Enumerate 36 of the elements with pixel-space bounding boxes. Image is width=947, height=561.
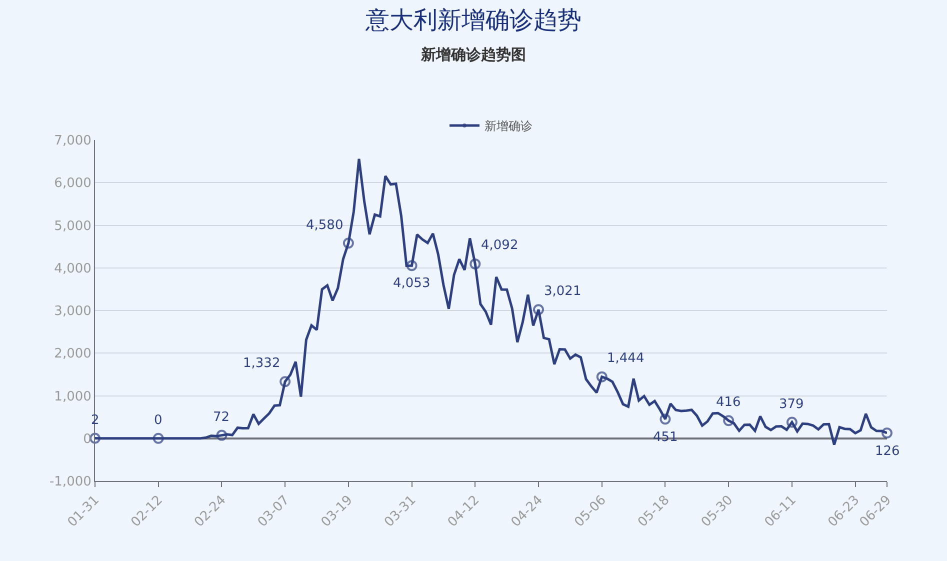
y-tick-label: 1,000 — [54, 389, 92, 404]
chart-subtitle: 新增确诊趋势图 — [420, 45, 526, 64]
y-tick-label: 7,000 — [54, 134, 92, 149]
point — [786, 416, 798, 428]
data-label: 1,444 — [607, 351, 644, 366]
legend-label: 新增确诊 — [484, 119, 532, 134]
point — [533, 304, 544, 316]
data-label: 416 — [716, 395, 741, 410]
y-tick-label: 0 — [83, 432, 92, 447]
data-label: 126 — [875, 444, 900, 459]
y-tick-label: -1,000 — [49, 474, 92, 490]
point — [406, 260, 418, 272]
data-label: 4,092 — [481, 238, 518, 253]
data-label: 72 — [213, 410, 230, 425]
point — [216, 430, 228, 441]
point — [90, 432, 100, 444]
chart-title: 意大利新增确诊趋势 — [364, 6, 582, 34]
data-label: 3,021 — [544, 284, 582, 299]
point — [342, 238, 354, 249]
y-tick-label: 2,000 — [54, 346, 92, 362]
point — [660, 414, 671, 425]
point — [470, 258, 481, 270]
y-tick-label: 6,000 — [54, 176, 92, 192]
point — [596, 371, 608, 382]
point — [280, 376, 291, 388]
data-label: 379 — [779, 397, 804, 412]
y-tick-label: 3,000 — [54, 304, 92, 320]
point — [882, 428, 892, 438]
data-label: 4,053 — [393, 276, 430, 291]
y-tick-label: 5,000 — [54, 218, 92, 234]
data-label: 4,580 — [306, 218, 344, 233]
y-tick-label: 4,000 — [54, 261, 92, 276]
data-label: 0 — [154, 413, 162, 428]
point — [152, 432, 164, 444]
data-label: 1,332 — [243, 356, 280, 371]
point — [723, 415, 734, 426]
